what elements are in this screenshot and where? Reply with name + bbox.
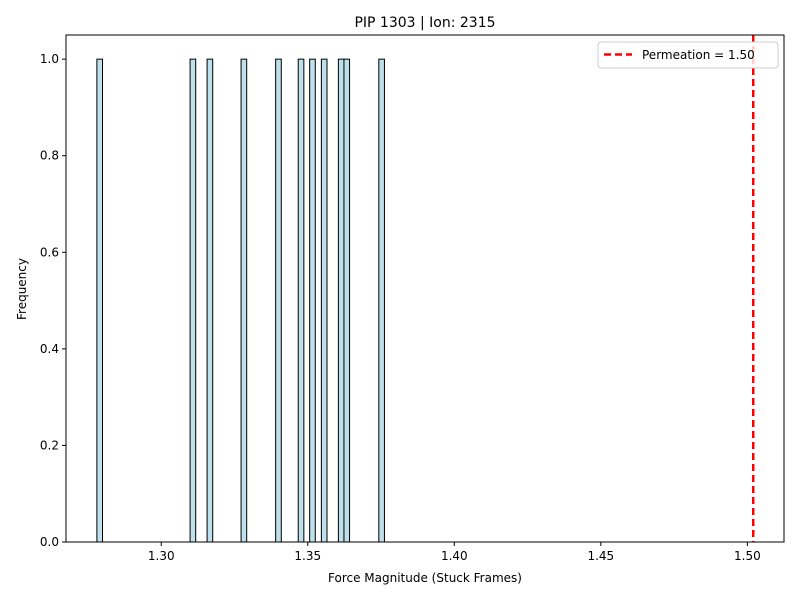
histogram-bar-9 bbox=[343, 58, 351, 543]
y-tick-label: 0.4 bbox=[40, 342, 59, 356]
histogram-bar-0 bbox=[96, 58, 104, 543]
histogram-bar-2 bbox=[206, 58, 214, 543]
histogram-bar-7 bbox=[320, 58, 328, 543]
histogram-bar-3 bbox=[240, 58, 248, 543]
x-tick-label: 1.35 bbox=[294, 549, 321, 563]
y-axis-ticks: 0.0 0.2 0.4 0.6 0.8 1.0 bbox=[40, 52, 66, 549]
x-tick-label: 1.50 bbox=[734, 549, 761, 563]
x-axis-label: Force Magnitude (Stuck Frames) bbox=[328, 571, 522, 585]
histogram-bar-4 bbox=[275, 58, 282, 543]
y-tick-label: 0.0 bbox=[40, 535, 59, 549]
histogram-bar-5 bbox=[297, 58, 305, 543]
legend: Permeation = 1.50 bbox=[597, 41, 779, 69]
histogram-bar-8 bbox=[337, 58, 345, 543]
y-tick-label: 1.0 bbox=[40, 52, 59, 66]
chart-title: PIP 1303 | Ion: 2315 bbox=[354, 15, 495, 31]
plot-frame bbox=[65, 34, 785, 543]
histogram-bar-6 bbox=[309, 58, 316, 543]
x-axis-ticks: 1.30 1.35 1.40 1.45 1.50 bbox=[148, 542, 761, 563]
x-tick-label: 1.30 bbox=[148, 549, 175, 563]
histogram-bar-10 bbox=[378, 58, 385, 543]
y-axis-label: Frequency bbox=[15, 258, 29, 320]
x-tick-label: 1.45 bbox=[587, 549, 614, 563]
y-tick-label: 0.2 bbox=[40, 438, 59, 452]
legend-box bbox=[597, 41, 779, 69]
y-tick-label: 0.8 bbox=[40, 149, 59, 163]
y-tick-label: 0.6 bbox=[40, 245, 59, 259]
legend-entry-permeation: Permeation = 1.50 bbox=[642, 48, 755, 62]
bars-group bbox=[96, 58, 385, 543]
histogram-bar-1 bbox=[189, 58, 197, 543]
x-tick-label: 1.40 bbox=[441, 549, 468, 563]
